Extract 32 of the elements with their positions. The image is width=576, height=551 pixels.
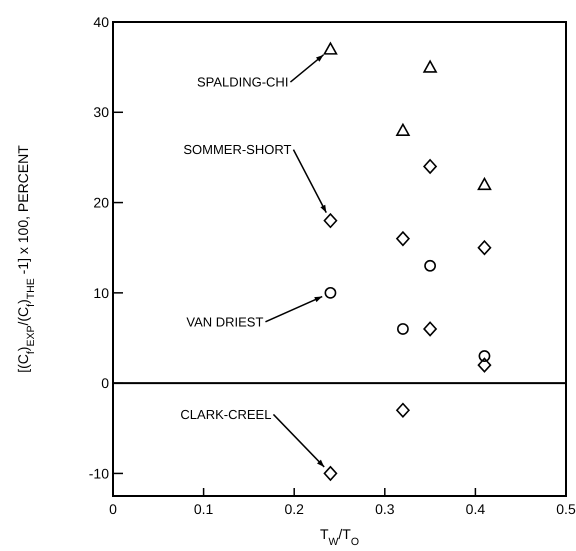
x-tick-label: 0.5 xyxy=(556,501,576,517)
y-tick-label: 40 xyxy=(93,14,110,30)
point xyxy=(324,286,336,299)
y-tick-label: 10 xyxy=(93,284,110,301)
y-tick-label: -10 xyxy=(88,465,110,482)
point xyxy=(396,231,410,246)
y-tick-label: 30 xyxy=(93,104,110,120)
text: VAN DRIEST xyxy=(186,314,264,330)
text: SOMMER-SHORT xyxy=(183,142,292,158)
y-tick-label: 20 xyxy=(93,194,110,210)
point xyxy=(324,42,338,55)
x-axis-title: T$_{W}$/T$_{O}$ xyxy=(320,526,360,548)
point xyxy=(478,240,492,256)
point xyxy=(396,402,410,418)
point xyxy=(396,124,410,136)
point xyxy=(478,358,492,372)
point xyxy=(424,260,436,272)
x-tick-label: 0.4 xyxy=(466,501,486,517)
x-tick-label: 0.3 xyxy=(375,501,395,517)
point xyxy=(324,213,338,228)
text: SPALDING-CHI xyxy=(196,74,288,90)
x-tick-label: 0.2 xyxy=(284,501,304,517)
point xyxy=(397,323,409,335)
text: CLARK-CREEL xyxy=(180,406,272,422)
x-tick-label: 0.1 xyxy=(194,501,214,517)
point xyxy=(423,60,437,73)
point xyxy=(423,159,437,174)
point xyxy=(478,178,492,190)
point xyxy=(423,322,437,336)
point xyxy=(324,466,338,481)
y-tick-label: 0 xyxy=(101,375,110,392)
point xyxy=(478,350,490,362)
